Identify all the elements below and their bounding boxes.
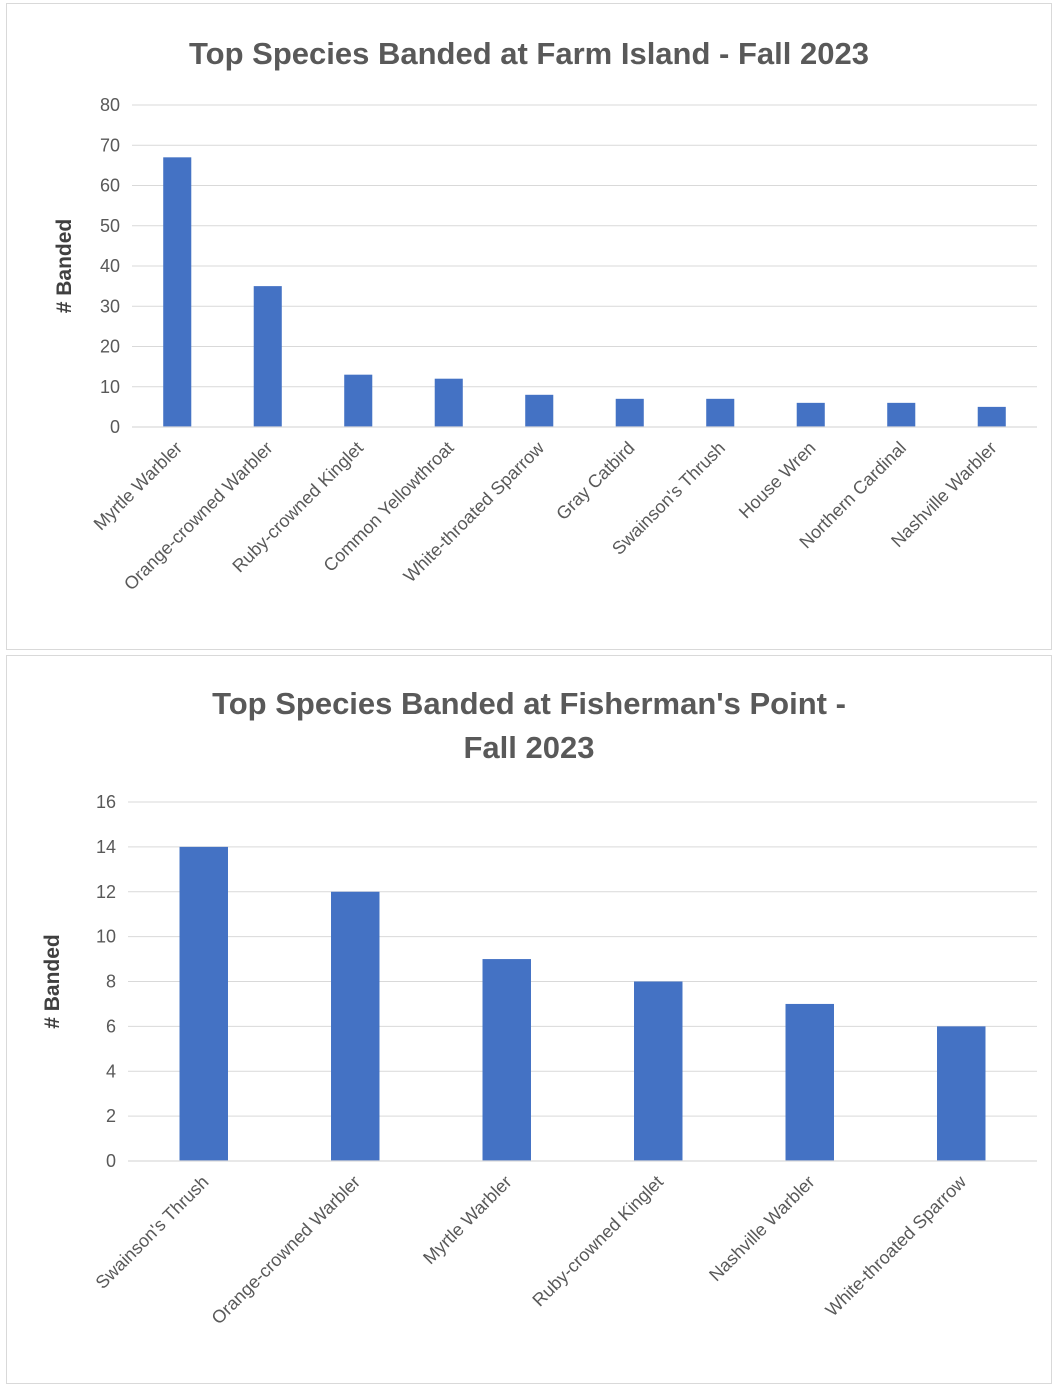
y-tick-label: 10 bbox=[100, 377, 120, 397]
y-tick-label: 4 bbox=[106, 1061, 116, 1081]
bar bbox=[615, 398, 644, 427]
bar bbox=[331, 891, 380, 1161]
bar bbox=[482, 959, 531, 1161]
bar bbox=[179, 846, 228, 1161]
y-tick-label: 60 bbox=[100, 176, 120, 196]
y-tick-label: 20 bbox=[100, 337, 120, 357]
x-category-label: Swainson's Thrush bbox=[92, 1172, 213, 1293]
y-tick-label: 0 bbox=[106, 1151, 116, 1171]
x-category-label: Myrtle Warbler bbox=[419, 1172, 515, 1268]
bar bbox=[706, 398, 735, 427]
y-axis-label: # Banded bbox=[41, 934, 64, 1029]
y-tick-label: 10 bbox=[96, 927, 116, 947]
x-category-label: House Wren bbox=[735, 438, 820, 523]
y-tick-label: 30 bbox=[100, 296, 120, 316]
y-tick-label: 50 bbox=[100, 216, 120, 236]
y-tick-label: 70 bbox=[100, 135, 120, 155]
chart-panel-fishermans-point: Top Species Banded at Fisherman's Point … bbox=[6, 655, 1052, 1384]
bar bbox=[634, 981, 683, 1161]
y-tick-label: 8 bbox=[106, 972, 116, 992]
x-category-label: White-throated Sparrow bbox=[822, 1171, 971, 1320]
x-category-label: Orange-crowned Warbler bbox=[120, 438, 277, 595]
x-category-label: Nashville Warbler bbox=[705, 1172, 818, 1285]
bar-chart-farm-island: 0 10 20 30 40 50 60 70 80 # Banded Myrtle WarblerO… bbox=[53, 95, 1037, 595]
y-tick-label: 12 bbox=[96, 882, 116, 902]
x-category-label: Ruby-crowned Kinglet bbox=[528, 1172, 667, 1311]
chart-title-line-2: Fall 2023 bbox=[463, 730, 595, 765]
y-tick-label: 6 bbox=[106, 1016, 116, 1036]
bar bbox=[887, 402, 916, 427]
chart-title: Top Species Banded at Fisherman's Point … bbox=[7, 682, 1051, 770]
y-tick-label: 14 bbox=[96, 837, 116, 857]
chart-title-line-1: Top Species Banded at Fisherman's Point … bbox=[212, 686, 846, 721]
bar bbox=[977, 406, 1006, 427]
x-category-label: Orange-crowned Warbler bbox=[208, 1172, 365, 1329]
bar bbox=[253, 286, 282, 427]
bar-chart-fishermans-point: 0 2 4 6 8 10 12 14 16 # Banded Swainson's ThrushOr… bbox=[41, 792, 1037, 1329]
y-tick-label: 16 bbox=[96, 792, 116, 812]
bar bbox=[796, 402, 825, 427]
x-category-label: Myrtle Warbler bbox=[90, 438, 186, 534]
bar bbox=[344, 374, 373, 427]
y-tick-label: 0 bbox=[110, 417, 120, 437]
y-tick-label: 80 bbox=[100, 95, 120, 115]
bar bbox=[434, 378, 463, 427]
y-axis-label: # Banded bbox=[53, 219, 76, 314]
chart-panel-farm-island: Top Species Banded at Farm Island - Fall… bbox=[6, 3, 1052, 650]
bar bbox=[163, 157, 192, 427]
y-tick-label: 40 bbox=[100, 256, 120, 276]
bar bbox=[525, 394, 554, 427]
chart-title: Top Species Banded at Farm Island - Fall… bbox=[7, 32, 1051, 76]
chart-title-line: Top Species Banded at Farm Island - Fall… bbox=[189, 36, 869, 71]
bar bbox=[937, 1026, 986, 1161]
x-category-label: Gray Catbird bbox=[552, 438, 638, 524]
y-tick-label: 2 bbox=[106, 1106, 116, 1126]
bar bbox=[785, 1003, 834, 1161]
